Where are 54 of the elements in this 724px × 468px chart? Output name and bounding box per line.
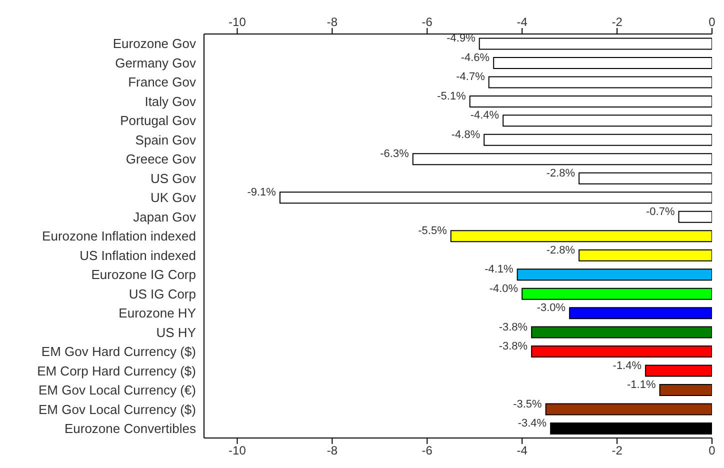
data-label: -0.7% xyxy=(646,206,675,218)
data-label: -4.0% xyxy=(489,282,518,295)
data-label: -5.5% xyxy=(418,225,448,238)
y-tick-label: Japan Gov xyxy=(133,209,196,224)
y-tick-label: Germany Gov xyxy=(115,55,196,70)
y-tick-label: US Inflation indexed xyxy=(80,248,196,263)
data-label: -4.4% xyxy=(470,110,500,122)
x2-tick-label: -4 xyxy=(516,444,528,458)
data-label: -4.6% xyxy=(460,52,490,64)
data-label: -3.4% xyxy=(518,417,547,430)
data-label: -2.8% xyxy=(546,167,576,180)
y-tick-label: France Gov xyxy=(128,74,196,90)
data-label: -1.1% xyxy=(627,379,656,392)
data-label: -3.5% xyxy=(513,398,542,410)
y-tick-label: EM Corp Hard Currency ($) xyxy=(37,363,196,378)
data-label: -4.7% xyxy=(456,71,486,84)
y-tick-label: Eurozone Inflation indexed xyxy=(42,228,196,244)
x-tick-label: -6 xyxy=(422,15,433,29)
data-label: -5.1% xyxy=(437,90,466,102)
x2-tick-label: -6 xyxy=(422,444,433,458)
y-tick-label: Spain Gov xyxy=(135,132,196,148)
y-tick-label: Italy Gov xyxy=(144,94,196,109)
x2-tick-label: -2 xyxy=(612,444,623,458)
data-label: -4.1% xyxy=(484,264,514,276)
data-label: -3.0% xyxy=(536,302,566,314)
x2-tick-label: -10 xyxy=(228,444,246,458)
y-tick-label: Eurozone HY xyxy=(118,306,196,321)
data-label: -4.9% xyxy=(446,32,476,45)
y-tick-label: Eurozone Convertibles xyxy=(64,420,196,436)
data-label: -3.8% xyxy=(498,340,528,353)
data-label: -2.8% xyxy=(546,244,576,256)
y-tick-label: Eurozone IG Corp xyxy=(91,267,196,282)
x-tick-label: 0 xyxy=(708,15,716,29)
x-tick-label: -8 xyxy=(326,15,338,29)
y-tick-label: Eurozone Gov xyxy=(112,36,196,52)
x2-tick-label: 0 xyxy=(708,444,716,458)
y-tick-label: EM Gov Hard Currency ($) xyxy=(41,344,196,360)
data-label: -1.4% xyxy=(612,360,642,372)
data-label: -6.3% xyxy=(380,148,410,160)
x-tick-label: -4 xyxy=(516,15,528,29)
y-tick-label: UK Gov xyxy=(150,190,196,206)
x-tick-label: -10 xyxy=(228,15,246,29)
y-tick-label: US HY xyxy=(156,324,196,340)
y-tick-label: EM Gov Local Currency ($) xyxy=(38,402,196,417)
y-tick-label: EM Gov Local Currency (€) xyxy=(38,382,196,398)
x2-tick-label: -8 xyxy=(326,444,338,458)
y-tick-label: Portugal Gov xyxy=(120,113,196,128)
data-label: -4.8% xyxy=(451,128,480,141)
data-label: -3.8% xyxy=(498,321,528,334)
x-tick-label: -2 xyxy=(612,15,623,29)
y-tick-label: Greece Gov xyxy=(126,152,196,167)
y-tick-label: US Gov xyxy=(150,170,196,186)
y-tick-label: US IG Corp xyxy=(128,286,196,302)
data-label: -9.1% xyxy=(247,186,276,199)
